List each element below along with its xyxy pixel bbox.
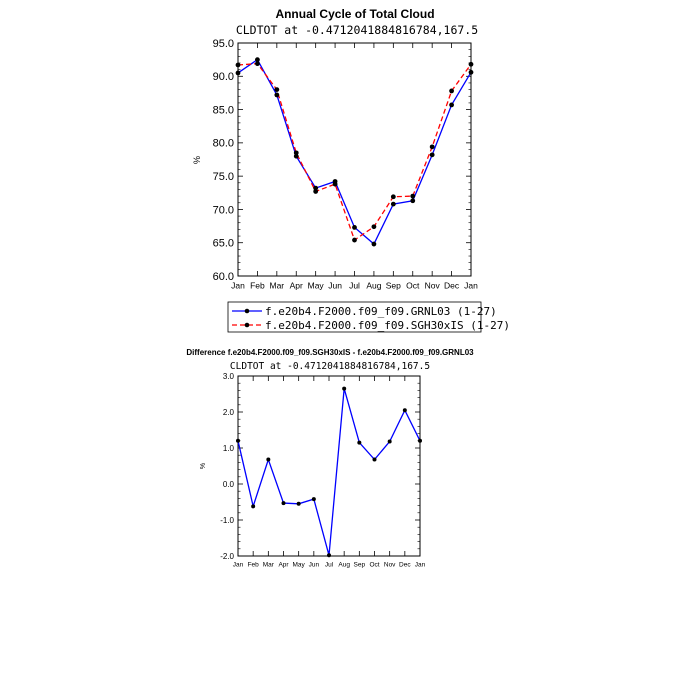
data-point-series-1 (281, 501, 286, 506)
series-line-1 (237, 58, 472, 246)
chart2-title: Difference f.e20b4.F2000.f09_f09.SGH30xI… (186, 348, 474, 357)
data-point-series-1 (468, 69, 474, 75)
data-point-series-1 (352, 225, 357, 230)
y-tick-label: -1.0 (220, 516, 234, 525)
data-point-series-1 (371, 241, 377, 247)
data-point-series-2 (410, 193, 416, 199)
x-tick-label: Oct (369, 562, 379, 569)
data-point-series-1 (402, 408, 407, 413)
legend-entry-2: f.e20b4.F2000.f09_f09.SGH30xIS (1-27) (232, 319, 510, 332)
x-tick-label: Oct (406, 281, 420, 291)
data-point-series-1 (313, 185, 319, 191)
x-tick-label: Jun (309, 562, 320, 569)
x-tick-label: Apr (278, 562, 289, 569)
y-tick-label: 2.0 (223, 408, 235, 417)
data-point-series-2 (332, 181, 338, 187)
data-point-series-1 (449, 102, 454, 108)
x-tick-label: Sep (386, 281, 401, 291)
data-point-series-1 (390, 201, 396, 207)
legend-marker-2 (244, 322, 250, 328)
data-point-series-2 (293, 150, 299, 156)
y-tick-label: 65.0 (213, 238, 234, 250)
x-tick-label: Jan (231, 281, 245, 291)
data-point-series-1 (235, 70, 241, 76)
legend-entry-1: f.e20b4.F2000.f09_f09.GRNL03 (1-27) (232, 305, 497, 318)
y-tick-label: 90.0 (213, 71, 234, 83)
data-point-series-1 (342, 386, 347, 391)
y-tick-label: 60.0 (213, 271, 234, 283)
x-tick-label: Jun (328, 281, 342, 291)
x-tick-label: Feb (250, 281, 265, 291)
legend-frame (227, 301, 482, 333)
y-tick-label: 95.0 (213, 38, 234, 50)
y-tick-label: -2.0 (220, 552, 234, 561)
legend-label-2: f.e20b4.F2000.f09_f09.SGH30xIS (1-27) (265, 319, 510, 332)
data-point-series-1 (327, 553, 331, 558)
chart1-title: Annual Cycle of Total Cloud (275, 7, 434, 21)
data-point-series-2 (371, 224, 377, 230)
x-tick-label: Jul (349, 281, 360, 291)
legend-marker-1 (244, 308, 250, 314)
x-tick-label: Jan (464, 281, 478, 291)
data-point-series-2 (255, 61, 260, 67)
y-tick-label: 0.0 (223, 480, 235, 489)
chart2-plot-frame (237, 375, 421, 557)
data-point-series-1 (387, 439, 392, 444)
x-tick-label: Sep (354, 562, 366, 569)
data-point-series-2 (274, 87, 280, 92)
data-point-series-1 (293, 153, 299, 159)
y-tick-label: 80.0 (213, 138, 234, 150)
chart1-ylabel: % (192, 156, 202, 164)
y-tick-label: 1.0 (223, 444, 235, 453)
x-tick-label: May (293, 562, 306, 569)
x-tick-label: Jan (415, 562, 426, 569)
data-point-series-2 (313, 189, 319, 194)
data-point-series-2 (449, 88, 454, 94)
data-point-series-2 (390, 194, 396, 200)
chart1-subtitle: CLDTOT at -0.4712041884816784,167.5 (236, 23, 478, 37)
data-point-series-1 (266, 457, 271, 462)
data-point-series-2 (352, 237, 357, 243)
difference-chart: Difference f.e20b4.F2000.f09_f09.SGH30xI… (186, 348, 474, 569)
x-tick-label: Mar (270, 281, 285, 291)
x-tick-label: Dec (444, 281, 460, 291)
annual-cycle-chart: Annual Cycle of Total Cloud CLDTOT at -0… (192, 7, 510, 333)
data-point-series-2 (468, 61, 474, 67)
x-tick-label: Aug (338, 562, 350, 569)
x-tick-label: Apr (290, 281, 303, 291)
y-tick-label: 3.0 (223, 372, 235, 381)
data-point-series-1 (372, 457, 377, 462)
x-tick-label: Nov (384, 562, 396, 569)
x-tick-label: Mar (263, 562, 275, 569)
x-tick-label: Feb (248, 562, 260, 569)
data-point-series-1 (296, 501, 301, 506)
chart1-legend: f.e20b4.F2000.f09_f09.GRNL03 (1-27) f.e2… (227, 301, 510, 333)
x-tick-label: May (308, 281, 325, 291)
chart2-ylabel: % (200, 463, 207, 469)
data-point-series-2 (235, 62, 241, 68)
chart2-subtitle: CLDTOT at -0.4712041884816784,167.5 (230, 361, 430, 372)
data-point-series-1 (274, 92, 280, 98)
x-tick-label: Aug (366, 281, 381, 291)
data-point-series-1 (357, 440, 362, 445)
data-point-series-1 (255, 57, 260, 63)
series-line-1 (237, 388, 421, 556)
data-point-series-1 (410, 198, 416, 204)
data-point-series-1 (429, 152, 435, 158)
y-tick-label: 75.0 (213, 171, 234, 183)
x-tick-label: Dec (399, 562, 411, 569)
series-line-2 (237, 62, 472, 242)
x-tick-label: Jul (325, 562, 334, 569)
data-point-series-1 (418, 438, 422, 443)
data-point-series-1 (236, 438, 240, 443)
data-point-series-1 (311, 497, 316, 502)
data-point-series-2 (429, 144, 435, 150)
data-point-series-1 (251, 504, 256, 509)
y-tick-label: 85.0 (213, 104, 234, 116)
y-tick-label: 70.0 (213, 204, 234, 216)
x-tick-label: Nov (425, 281, 441, 291)
legend-label-1: f.e20b4.F2000.f09_f09.GRNL03 (1-27) (265, 305, 497, 318)
x-tick-label: Jan (233, 562, 244, 569)
